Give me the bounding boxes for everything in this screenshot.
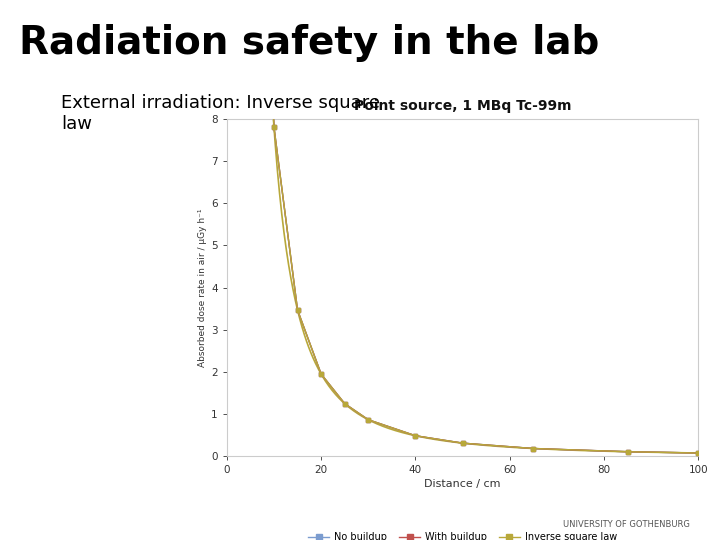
Text: The Sahlgrenska Academy: The Sahlgrenska Academy (22, 510, 188, 523)
Legend: No buildup, With buildup, Inverse square law: No buildup, With buildup, Inverse square… (304, 528, 621, 540)
Y-axis label: Absorbed dose rate in air / μGy h⁻¹: Absorbed dose rate in air / μGy h⁻¹ (198, 208, 207, 367)
X-axis label: Distance / cm: Distance / cm (424, 480, 501, 489)
Title: Point source, 1 MBq Tc-99m: Point source, 1 MBq Tc-99m (354, 99, 572, 113)
Text: UNIVERSITY OF GOTHENBURG: UNIVERSITY OF GOTHENBURG (563, 520, 690, 529)
Text: Radiation safety in the lab: Radiation safety in the lab (19, 24, 600, 62)
Text: External irradiation: Inverse square
law: External irradiation: Inverse square law (61, 94, 380, 133)
